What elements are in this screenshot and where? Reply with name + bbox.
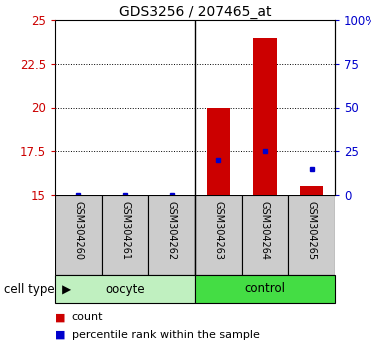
Bar: [195, 275, 335, 303]
Text: percentile rank within the sample: percentile rank within the sample: [72, 330, 260, 340]
Bar: [300, 186, 324, 195]
Bar: [148, 195, 195, 275]
Title: GDS3256 / 207465_at: GDS3256 / 207465_at: [119, 5, 271, 19]
Text: GSM304262: GSM304262: [167, 201, 177, 261]
Bar: [253, 38, 277, 195]
Text: GSM304263: GSM304263: [213, 201, 223, 261]
Text: GSM304260: GSM304260: [73, 201, 83, 261]
Text: ■: ■: [55, 312, 66, 322]
Text: GSM304264: GSM304264: [260, 201, 270, 261]
Bar: [55, 195, 102, 275]
Text: ■: ■: [55, 330, 66, 340]
Text: GSM304261: GSM304261: [120, 201, 130, 261]
Bar: [102, 195, 148, 275]
Text: cell type  ▶: cell type ▶: [4, 282, 71, 296]
Bar: [195, 195, 242, 275]
Bar: [207, 108, 230, 195]
Text: count: count: [72, 312, 103, 322]
Text: control: control: [244, 282, 286, 296]
Text: oocyte: oocyte: [105, 282, 145, 296]
Text: GSM304265: GSM304265: [307, 201, 317, 261]
Bar: [242, 195, 288, 275]
Bar: [55, 275, 195, 303]
Bar: [288, 195, 335, 275]
